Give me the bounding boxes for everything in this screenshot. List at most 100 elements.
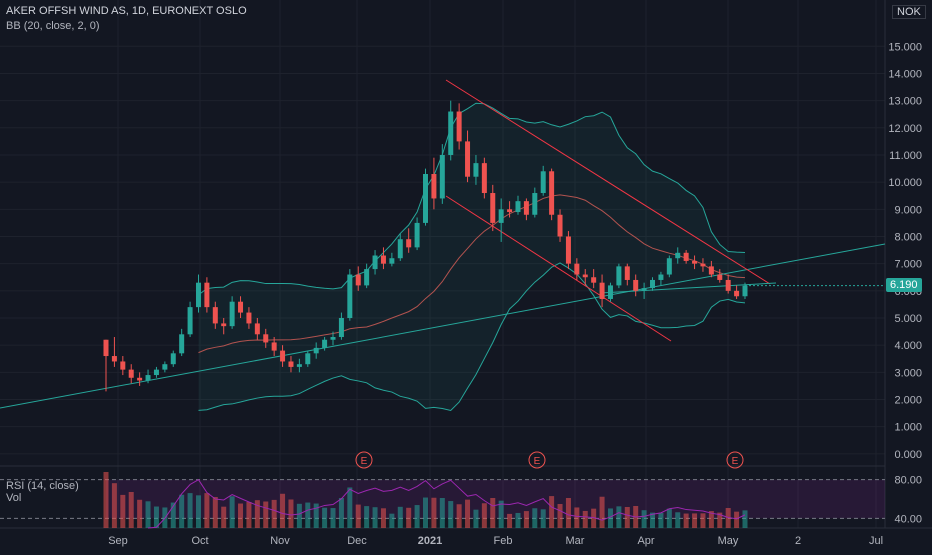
volume-bar [717, 512, 723, 528]
volume-bar [254, 500, 260, 528]
y-tick-label: 8.000 [894, 231, 922, 243]
volume-bar [641, 510, 647, 528]
candle-body [507, 209, 513, 213]
candle-body [389, 258, 395, 264]
candle-body [212, 307, 218, 324]
y-tick-label: 11.000 [889, 150, 922, 162]
rsi-label[interactable]: RSI (14, close) [6, 480, 79, 492]
x-tick-label: Feb [494, 535, 513, 547]
candle-body [734, 290, 740, 297]
candle-body [338, 318, 344, 338]
support-trendline [0, 243, 886, 409]
earnings-marker-label: E [361, 456, 368, 467]
earnings-marker-label: E [732, 456, 739, 467]
x-tick-label: Apr [637, 535, 654, 547]
volume-bar [212, 497, 218, 528]
candle-body [330, 337, 336, 340]
volume-bar [414, 505, 420, 528]
volume-label[interactable]: Vol [6, 492, 22, 504]
x-tick-label: Sep [108, 535, 128, 547]
candle-body [540, 171, 546, 194]
candle-body [582, 274, 588, 278]
earnings-marker [726, 451, 744, 469]
volume-bar [364, 506, 370, 528]
candle-body [296, 364, 302, 367]
candle-body [490, 193, 496, 223]
volume-bar [549, 496, 555, 528]
candle-body [591, 277, 597, 283]
volume-bar [330, 508, 336, 528]
volume-bar [153, 506, 159, 528]
volume-bar [692, 513, 698, 528]
candle-body [380, 255, 386, 264]
y-tick-label: 2.000 [894, 395, 922, 407]
volume-bar [179, 494, 185, 528]
candle-body [372, 255, 378, 270]
volume-bar [448, 501, 454, 528]
volume-bar [145, 501, 151, 528]
volume-bar [431, 497, 437, 528]
volume-bar [137, 499, 143, 528]
candle-body [565, 236, 571, 264]
candle-body [532, 193, 538, 215]
volume-bar [481, 503, 487, 528]
candle-body [263, 334, 269, 343]
candle-body [280, 350, 286, 362]
volume-bar [599, 496, 605, 528]
x-tick-label: Oct [191, 535, 208, 547]
candle-body [641, 288, 647, 291]
x-tick-label: Nov [270, 535, 290, 547]
rsi-line [147, 478, 746, 529]
candle-body [229, 301, 235, 327]
volume-bar [523, 511, 529, 528]
volume-bar [666, 508, 672, 528]
candle-body [103, 339, 109, 357]
volume-bar [650, 512, 656, 528]
candle-body [221, 323, 227, 327]
volume-bar [582, 510, 588, 528]
volume-bar [313, 503, 319, 528]
volume-bar [675, 512, 681, 528]
candle-body [170, 353, 176, 365]
x-tick-label: Dec [347, 535, 367, 547]
y-tick-label: 4.000 [894, 340, 922, 352]
volume-bar [498, 500, 504, 528]
candle-body [313, 347, 319, 354]
candle-body [607, 285, 613, 299]
volume-bar [195, 495, 201, 528]
currency-label: NOK [892, 5, 926, 19]
y-tick-label: 12.000 [888, 123, 922, 135]
x-tick-label: Mar [566, 535, 585, 547]
candle-body [624, 266, 630, 280]
candle-body [414, 222, 420, 248]
candle-body [717, 274, 723, 280]
volume-bar [305, 502, 311, 528]
earnings-marker [355, 451, 373, 469]
candle-body [431, 174, 437, 199]
candle-body [658, 274, 664, 280]
volume-bar [128, 492, 134, 528]
volume-bar [221, 506, 227, 528]
volume-bar [372, 507, 378, 528]
volume-bar [338, 498, 344, 528]
candle-body [683, 252, 689, 261]
candle-body [498, 209, 504, 223]
volume-bar [616, 506, 622, 528]
volume-bar [574, 507, 580, 528]
y-tick-label: 15.000 [888, 41, 922, 53]
candle-body [246, 312, 252, 324]
candle-body [423, 174, 428, 223]
volume-bar [103, 472, 109, 528]
bollinger-label[interactable]: BB (20, close, 2, 0) [6, 20, 100, 32]
volume-bar [607, 508, 613, 528]
triangle-lower-line [599, 282, 777, 294]
volume-bar [187, 493, 193, 528]
y-tick-label: 10.000 [888, 177, 922, 189]
volume-bar [565, 498, 571, 528]
bollinger-upper [198, 102, 746, 296]
candle-body [137, 377, 143, 381]
candle-body [195, 282, 201, 308]
candle-body [145, 375, 151, 381]
